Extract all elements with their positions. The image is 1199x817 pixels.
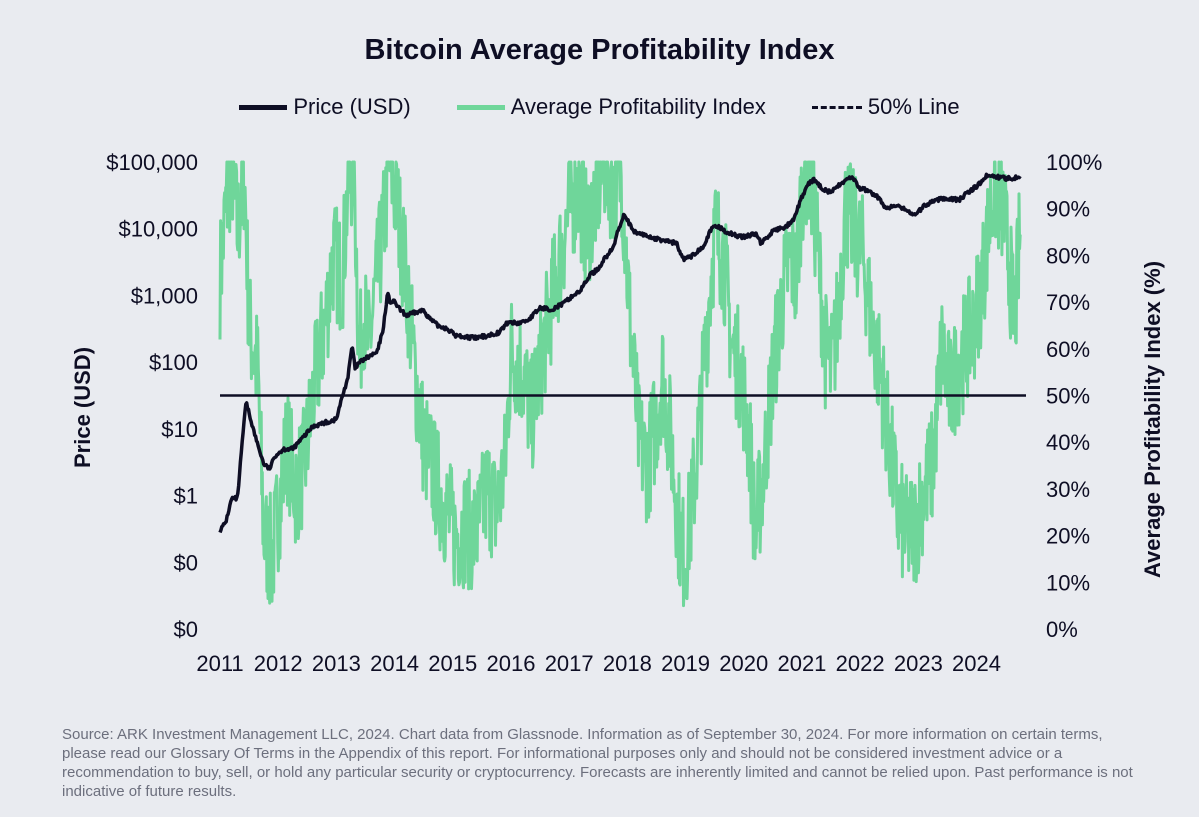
left-tick-label: $10	[161, 417, 198, 442]
x-tick-label: 2014	[370, 651, 419, 676]
x-tick-label: 2019	[661, 651, 710, 676]
right-tick-label: 50%	[1046, 384, 1090, 409]
legend-item-api: Average Profitability Index	[456, 94, 766, 120]
x-tick-label: 2023	[894, 651, 943, 676]
price-series-line	[218, 172, 1022, 534]
chart-canvas: $100,000 $10,000 $1,000 $100 $10 $1 $0 $0 100% 90…	[70, 150, 1165, 676]
left-tick-label: $100,000	[106, 150, 198, 175]
y-axis-title-right: Average Profitability Index (%)	[1140, 261, 1165, 578]
footnote: Source: ARK Investment Management LLC, 2…	[62, 726, 1133, 800]
right-tick-label: 20%	[1046, 524, 1090, 549]
x-tick-label: 2022	[836, 651, 885, 676]
legend-item-price: Price (USD)	[239, 94, 411, 120]
x-tick-label: 2017	[545, 651, 594, 676]
right-tick-label: 100%	[1046, 150, 1102, 175]
right-tick-label: 70%	[1046, 290, 1090, 315]
right-tick-label: 90%	[1046, 197, 1090, 222]
legend-swatch-50-line	[811, 105, 862, 109]
x-tick-label: 2013	[312, 651, 361, 676]
legend-label-price: Price (USD)	[293, 94, 411, 119]
left-tick-label: $0	[174, 550, 198, 575]
api-series-line	[218, 160, 1022, 608]
right-tick-label: 80%	[1046, 243, 1090, 268]
left-tick-label: $0	[174, 617, 198, 642]
right-tick-label: 0%	[1046, 617, 1078, 642]
y-axis-title-left: Price (USD)	[70, 347, 95, 468]
x-tick-label: 2020	[719, 651, 768, 676]
legend-item-50-line: 50% Line	[811, 94, 960, 120]
x-tick-label: 2024	[952, 651, 1001, 676]
legend-label-api: Average Profitability Index	[510, 94, 766, 119]
right-tick-label: 60%	[1046, 337, 1090, 362]
left-tick-label: $100	[149, 350, 198, 375]
x-tick-label: 2016	[486, 651, 535, 676]
x-tick-label: 2015	[428, 651, 477, 676]
left-tick-label: $10,000	[118, 217, 198, 242]
chart-legend: Price (USD) Average Profitability Index …	[0, 92, 1199, 122]
x-tick-label: 2021	[777, 651, 826, 676]
right-tick-label: 40%	[1046, 430, 1090, 455]
right-tick-label: 10%	[1046, 570, 1090, 595]
legend-label-50-line: 50% Line	[867, 94, 960, 119]
left-tick-label: $1	[174, 484, 198, 509]
left-tick-label: $1,000	[131, 283, 198, 308]
legend-swatch-api	[456, 104, 505, 110]
chart-title: Bitcoin Average Profitability Index	[364, 34, 835, 66]
x-tick-label: 2011	[196, 651, 243, 676]
x-tick-label: 2018	[603, 651, 652, 676]
right-tick-label: 30%	[1046, 477, 1090, 502]
legend-swatch-price	[239, 104, 288, 110]
x-tick-label: 2012	[254, 651, 303, 676]
